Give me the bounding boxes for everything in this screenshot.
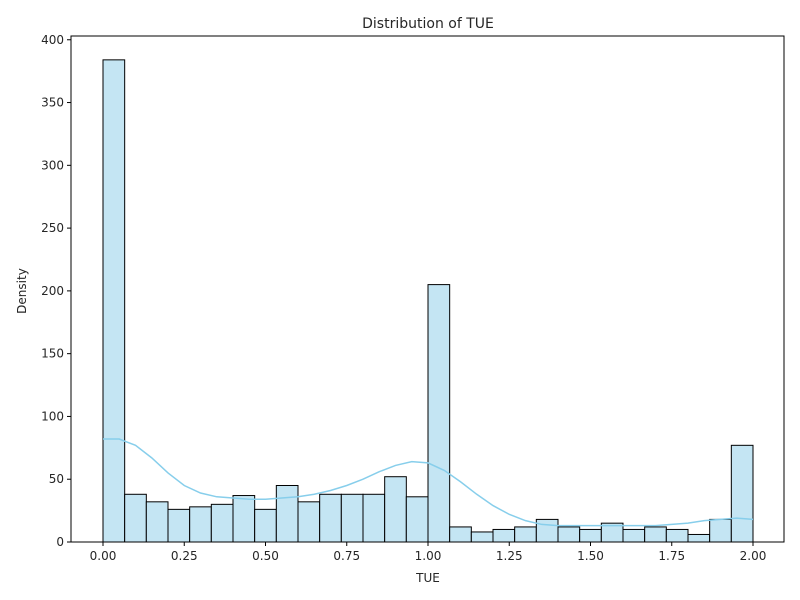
histogram-bar <box>319 493 342 543</box>
histogram-bar <box>730 444 754 543</box>
x-tick-label: 1.00 <box>415 549 442 563</box>
histogram-bar <box>384 476 407 543</box>
histogram-bar <box>449 526 472 543</box>
histogram-bar <box>102 59 126 543</box>
x-tick-label: 0.75 <box>333 549 360 563</box>
y-tick-label: 100 <box>41 409 64 423</box>
histogram-bar <box>232 495 256 543</box>
y-axis-label: Density <box>15 268 29 314</box>
x-tick-label: 0.25 <box>171 549 198 563</box>
histogram-bar <box>297 501 321 543</box>
x-tick-label: 1.50 <box>577 549 604 563</box>
histogram-bar <box>362 493 386 543</box>
histogram-bar <box>492 528 516 543</box>
x-tick-label: 0.50 <box>252 549 279 563</box>
histogram-bar <box>254 508 277 543</box>
histogram-bar <box>579 528 602 543</box>
x-tick-label: 1.25 <box>496 549 523 563</box>
y-tick-label: 0 <box>56 535 64 549</box>
y-tick-label: 400 <box>41 33 64 47</box>
y-tick-label: 350 <box>41 96 64 110</box>
y-tick-label: 300 <box>41 158 64 172</box>
x-tick-label: 0.00 <box>90 549 117 563</box>
kde-line <box>103 438 754 527</box>
histogram-bar <box>340 493 364 543</box>
y-tick-label: 250 <box>41 221 64 235</box>
plot-area: 0.00 0.25 0.50 0.75 1.00 1.25 1.50 1.75 2.00 0 50 1… <box>41 33 785 563</box>
chart-title: Distribution of TUE <box>362 16 494 32</box>
histogram-bar <box>405 496 429 543</box>
histogram-bar <box>275 484 299 543</box>
x-tick-label: 1.75 <box>658 549 685 563</box>
histogram-bar <box>124 493 147 543</box>
histogram-bar <box>167 508 191 543</box>
y-tick-label: 50 <box>49 472 64 486</box>
histogram-bar <box>427 284 451 543</box>
histogram-bar <box>709 518 732 543</box>
x-axis-label: TUE <box>415 571 440 585</box>
histogram-bar <box>145 501 169 543</box>
histogram-bar <box>470 531 494 543</box>
histogram-bar <box>622 528 646 543</box>
histogram-bar <box>535 518 559 543</box>
y-tick-label: 150 <box>41 347 64 361</box>
histogram-bar <box>557 526 581 543</box>
y-tick-label: 200 <box>41 284 64 298</box>
histogram-bar <box>644 526 667 543</box>
histogram-bar <box>687 533 711 543</box>
histogram-bar <box>210 503 234 543</box>
x-tick-label: 2.00 <box>740 549 767 563</box>
histogram-bar <box>665 528 689 543</box>
histogram-bar <box>189 506 212 543</box>
histogram-bar <box>514 526 537 543</box>
